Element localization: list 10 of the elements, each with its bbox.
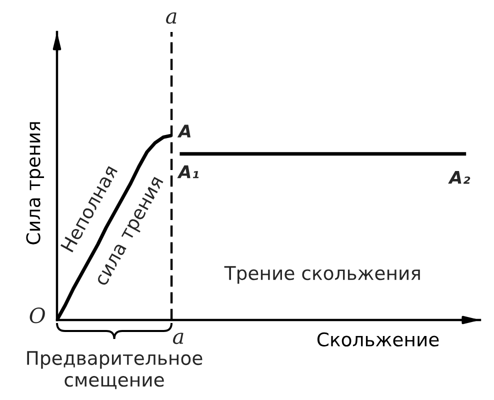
text: O bbox=[30, 308, 45, 324]
text: Предварительное смещение bbox=[27, 351, 202, 390]
annotation: Трение скольжения bbox=[224, 266, 420, 284]
text: a bbox=[166, 12, 176, 24]
x-axis-title: Скольжение bbox=[317, 332, 439, 347]
annotation: A bbox=[177, 124, 190, 138]
annotation: A₂ bbox=[448, 170, 470, 184]
text: a bbox=[172, 332, 184, 344]
annotation: A₁ bbox=[177, 165, 199, 178]
y-axis-title: Сила трения bbox=[26, 122, 44, 244]
